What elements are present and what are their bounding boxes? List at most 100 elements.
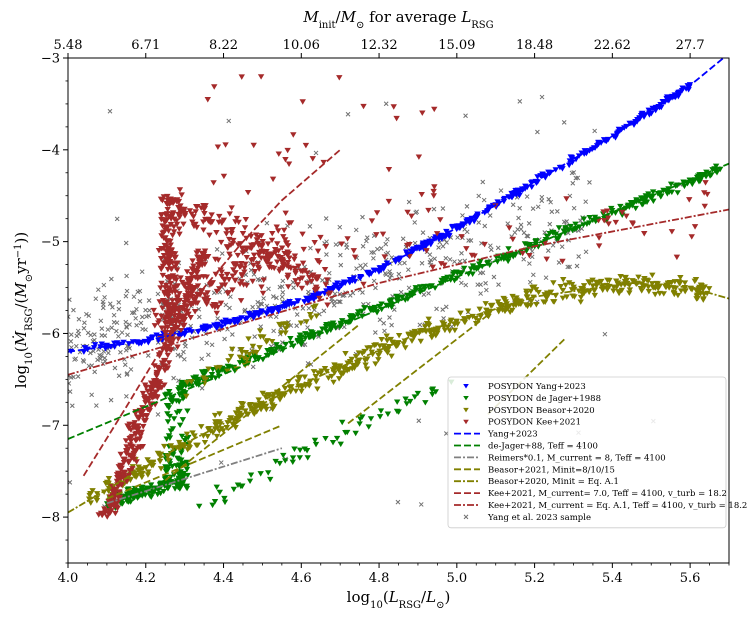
sample-point [512,230,518,235]
sample-point [258,324,264,329]
posydon-kee-point [430,188,437,195]
posydon-kee-point [141,382,149,388]
posydon-kee-point [212,256,219,263]
posydon-kee-point [130,456,138,463]
posydon-kee-point [243,254,250,261]
posydon-kee-point [169,298,176,304]
posydon-dejager-point [358,308,365,315]
posydon-kee-point [165,360,173,366]
posydon-kee-point [163,299,171,305]
posydon-yang-point [332,282,339,288]
posydon-kee-point [120,459,128,466]
sample-point [294,312,300,317]
posydon-dejager-point [289,459,296,466]
posydon-kee-point [161,325,169,331]
posydon-beasor-point [640,278,648,284]
posydon-kee-point [471,253,478,259]
sample-point [101,282,107,288]
sample-point [228,294,233,300]
posydon-kee-point [173,199,181,205]
sample-point [432,256,437,262]
posydon-beasor-point [144,472,152,478]
posydon-kee-point [393,115,400,122]
posydon-beasor-point [494,299,502,305]
posydon-dejager-point [617,203,624,210]
posydon-kee-point [165,214,173,220]
posydon-beasor-point [388,353,395,360]
posydon-kee-point [241,225,249,231]
posydon-beasor-point [317,370,324,377]
legend-label: POSYDON Yang+2023 [488,382,586,392]
posydon-kee-point [284,272,292,279]
posydon-dejager-point [282,458,289,464]
posydon-kee-point [181,213,189,219]
posydon-kee-point [115,489,123,495]
posydon-yang-point [572,156,580,163]
posydon-beasor-point [303,319,310,325]
posydon-kee-point [226,251,233,258]
posydon-beasor-point [475,318,482,324]
sample-point [353,227,359,233]
sample-point [81,325,87,331]
posydon-beasor-point [216,419,223,425]
posydon-beasor-point [105,476,113,482]
posydon-dejager-point [211,499,219,505]
posydon-kee-point [232,219,239,225]
sample-point [206,352,211,358]
sample-point [402,260,407,266]
posydon-kee-point [172,254,179,261]
posydon-kee-point [430,193,437,199]
posydon-beasor-point [165,457,172,464]
posydon-beasor-point [400,341,407,347]
sample-point [218,460,224,465]
sample-point [545,248,551,254]
sample-point [140,326,145,332]
sample-point [280,278,286,284]
sample-point [336,299,342,304]
posydon-kee-point [408,213,415,220]
posydon-kee-point [438,261,445,267]
posydon-dejager-point [398,294,406,301]
posydon-kee-point [175,312,182,319]
sample-point [364,238,369,244]
posydon-beasor-point [278,330,285,336]
posydon-beasor-point [509,307,516,314]
posydon-beasor-point [593,283,600,289]
posydon-kee-point [167,238,174,245]
posydon-kee-point [274,253,282,260]
posydon-kee-point [128,433,136,440]
posydon-kee-point [223,231,230,237]
posydon-beasor-point [269,402,276,408]
posydon-beasor-point [268,338,276,345]
posydon-kee-point [292,270,299,277]
posydon-dejager-point [658,193,665,199]
posydon-beasor-point [257,334,264,340]
sample-point [377,317,383,323]
posydon-beasor-point [535,289,542,296]
posydon-beasor-point [282,326,289,332]
posydon-beasor-point [205,366,212,372]
posydon-dejager-point [323,321,330,328]
posydon-kee-point [338,241,345,247]
posydon-dejager-point [208,372,216,378]
posydon-kee-point [238,272,246,278]
posydon-kee-point [135,429,143,436]
posydon-beasor-point [328,373,335,380]
posydon-kee-point [141,396,148,402]
posydon-kee-point [161,357,169,364]
posydon-kee-point [291,256,298,263]
posydon-kee-point [158,313,165,320]
sample-point [412,220,418,225]
posydon-kee-point [243,282,250,289]
posydon-dejager-point [302,331,309,337]
posydon-dejager-point [367,308,375,314]
posydon-kee-point [150,307,157,314]
posydon-yang-point [470,218,478,225]
sample-point [271,328,276,334]
posydon-beasor-point [263,406,270,413]
posydon-beasor-point [610,288,617,294]
sample-point [440,243,446,249]
posydon-dejager-point [356,421,363,427]
posydon-beasor-point [644,278,652,284]
posydon-yang-point [639,110,646,117]
